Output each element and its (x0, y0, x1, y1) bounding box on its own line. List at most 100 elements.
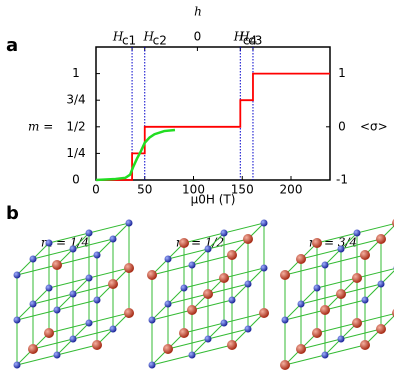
lattice-site (204, 335, 212, 343)
series-line (95, 128, 176, 182)
top-tick-label-sub: c1 (122, 34, 136, 48)
lattice-site (337, 335, 345, 343)
top-tick-label: 0 (194, 30, 202, 44)
lattice-site (361, 296, 369, 304)
lattice-site (164, 255, 172, 263)
y-tick-label: 0 (72, 173, 80, 187)
lattice-site (227, 250, 237, 260)
y2-tick-label: -1 (336, 173, 348, 187)
y2-tick-label: 1 (338, 66, 346, 80)
y-tick-label: 1/2 (66, 119, 85, 133)
top-tick-label-sub: c3 (248, 34, 262, 48)
x-tick-label: 100 (182, 183, 205, 197)
lattice-site (188, 261, 196, 269)
lattice-site (148, 316, 156, 324)
top-tick-label: H (233, 30, 245, 44)
lattice-site (203, 289, 213, 299)
y-axis-label: m = (28, 120, 53, 134)
lattice-site (336, 289, 346, 299)
lattice-site (148, 361, 156, 369)
lattice-site (337, 245, 345, 253)
lattice-site (312, 238, 322, 248)
x-tick-label: 50 (137, 183, 152, 197)
top-axis-label: h (194, 5, 202, 19)
lattice-site (296, 254, 306, 264)
x-tick-label: 0 (92, 183, 100, 197)
top-tick-label-sub: c2 (153, 34, 167, 48)
lattice-site (244, 325, 252, 333)
y-tick-label: 1/4 (66, 146, 85, 160)
lattice-site (109, 325, 117, 333)
lattice-site (313, 284, 321, 292)
lattice-site (125, 219, 133, 227)
x-tick-label: 200 (280, 183, 303, 197)
lattice (13, 219, 134, 369)
lattice-site (360, 250, 370, 260)
lattice-site (45, 239, 53, 247)
y-tick-label: 1 (72, 66, 80, 80)
lattice-site (92, 340, 102, 350)
lattice-site (321, 351, 329, 359)
plot-frame (95, 46, 331, 181)
lattice-site (376, 234, 386, 244)
lattice-site (69, 290, 77, 298)
lattice-site (259, 308, 269, 318)
lattice (280, 219, 394, 370)
lattice-site (220, 229, 228, 237)
lattice-site (352, 273, 362, 283)
lattice-site (44, 328, 54, 338)
lattice-site (147, 270, 157, 280)
top-tick-label-sub: c4 (243, 34, 257, 48)
lattice-site (280, 360, 290, 370)
lattice-site (124, 308, 134, 318)
lattice-site (244, 280, 252, 288)
lattice-site (296, 344, 306, 354)
lattice-site (377, 280, 385, 288)
y-tick-label: 3/4 (66, 93, 85, 107)
top-tick-label: H (238, 30, 250, 44)
panel-label: a (6, 35, 18, 56)
panel-label: b (6, 203, 19, 224)
lattice-site (280, 270, 290, 280)
x-tick-label: 150 (231, 183, 254, 197)
lattice-site (260, 219, 268, 227)
lattice-site (163, 344, 173, 354)
lattice-site (360, 340, 370, 350)
lattice-site (281, 316, 289, 324)
lattice-site (228, 296, 236, 304)
lattice-site (29, 255, 37, 263)
top-tick-label: H (112, 30, 124, 44)
lattice-site (188, 351, 196, 359)
lattice-site (29, 300, 37, 308)
lattice-site (109, 235, 117, 243)
lattice-site (93, 251, 101, 259)
series-line (96, 72, 330, 181)
lattice-site (297, 300, 305, 308)
top-tick-label: H (143, 30, 155, 44)
lattice-site (69, 335, 77, 343)
lattice-site (321, 261, 329, 269)
y2-tick-label: 0 (338, 119, 346, 133)
lattice-site (13, 361, 21, 369)
lattice-site (376, 324, 386, 334)
lattice-site (179, 238, 189, 248)
lattice-site (353, 229, 361, 237)
lattice-site (85, 319, 93, 327)
lattice-site (179, 328, 189, 338)
lattice-site (352, 318, 362, 328)
lattice-site (28, 344, 38, 354)
lattice-site (13, 271, 21, 279)
lattice-site (69, 245, 77, 253)
lattice-site (93, 296, 101, 304)
lattice-site (85, 274, 93, 282)
lattice (147, 219, 269, 369)
lattice-site (52, 260, 62, 270)
y2-axis-label: <σ> (360, 120, 388, 134)
lattice-site (53, 306, 61, 314)
lattice-site (180, 284, 188, 292)
lattice-site (53, 351, 61, 359)
lattice-site (187, 305, 197, 315)
lattice-site (204, 245, 212, 253)
lattice-site (260, 264, 268, 272)
